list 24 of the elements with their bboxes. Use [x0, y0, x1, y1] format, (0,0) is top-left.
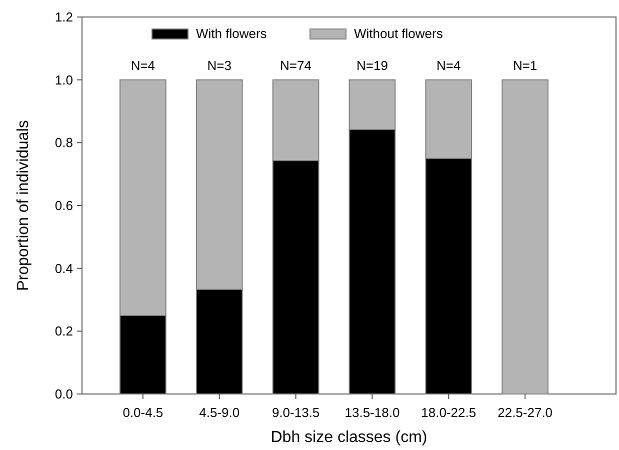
- bar: [502, 79, 548, 394]
- x-tick-label: 9.0-13.5: [272, 405, 320, 420]
- annotation: N=1: [512, 58, 538, 73]
- y-axis-title: Proportion of individuals: [15, 120, 32, 291]
- annotation: N=74: [280, 58, 312, 73]
- annotation: N=19: [356, 58, 388, 73]
- y-tick-label: 0.2: [54, 324, 73, 339]
- x-tick-label: 4.5-9.0: [199, 405, 240, 420]
- y-tick-label: 0.4: [54, 260, 73, 276]
- y-tick-label: 1.0: [54, 72, 73, 88]
- y-tick-label: 0.0: [54, 386, 73, 402]
- x-tick-label: 13.5-18.0: [344, 405, 400, 420]
- legend-label: Without flowers: [354, 26, 444, 41]
- annotation: N=4: [436, 58, 461, 73]
- x-tick-label: 0.0-4.5: [122, 405, 164, 420]
- legend-label: With flowers: [196, 26, 268, 41]
- annotation: N=4: [130, 58, 156, 73]
- annotation: N=3: [207, 58, 232, 73]
- x-tick-label: 22.5-27.0: [498, 405, 553, 420]
- y-tick-label: 0.8: [54, 135, 73, 150]
- x-axis-title: Dbh size classes (cm): [270, 429, 428, 446]
- y-tick-label: 1.2: [54, 10, 73, 25]
- x-tick-label: 18.0-22.5: [421, 405, 476, 420]
- y-tick-label: 0.6: [54, 198, 73, 214]
